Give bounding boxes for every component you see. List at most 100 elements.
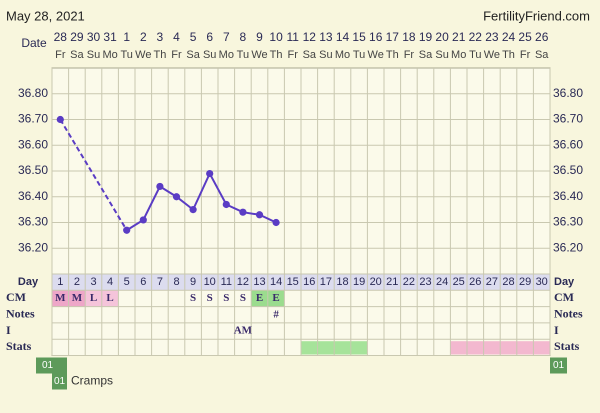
- cell-highlight: [101, 290, 119, 307]
- cell-highlight: [85, 290, 102, 307]
- temp-point: [56, 115, 64, 124]
- weekday: Su: [203, 49, 216, 61]
- cell-text: #: [273, 308, 279, 320]
- date-number: 21: [452, 30, 466, 44]
- day-number: 6: [140, 276, 146, 288]
- date-number: 6: [206, 30, 213, 44]
- symptom-marker-right: [550, 357, 567, 374]
- weekday: Th: [270, 49, 283, 61]
- day-number: 28: [502, 276, 514, 288]
- weekday: Su: [87, 49, 100, 61]
- date-number: 22: [469, 30, 483, 44]
- date-number: 26: [535, 30, 549, 44]
- cell-text: AM: [234, 325, 253, 337]
- day-number: 16: [303, 276, 315, 288]
- temp-point: [206, 169, 214, 178]
- day-number: 2: [74, 276, 80, 288]
- legend-code: 01: [54, 376, 66, 387]
- day-number: 1: [57, 276, 63, 288]
- day-number: 15: [287, 276, 299, 288]
- y-tick-label-right: 36.20: [553, 240, 583, 254]
- y-tick-label: 36.60: [18, 137, 48, 151]
- legend-box: [52, 373, 67, 390]
- row-label: Stats: [6, 339, 32, 353]
- day-number: 12: [237, 276, 249, 288]
- date-number: 1: [123, 30, 130, 44]
- chart-date: May 28, 2021: [6, 8, 85, 23]
- date-number: 23: [485, 30, 499, 44]
- cell-text: S: [207, 292, 213, 304]
- y-tick-label: 36.50: [18, 163, 48, 177]
- day-number: 3: [90, 276, 96, 288]
- day-number: 29: [519, 276, 531, 288]
- day-number: 9: [190, 276, 196, 288]
- temp-point: [239, 208, 247, 216]
- date-number: 7: [223, 30, 230, 44]
- y-tick-label: 36.30: [18, 215, 48, 229]
- weekday: Sa: [70, 49, 84, 61]
- gap-connector: [59, 118, 128, 231]
- date-number: 11: [286, 30, 299, 44]
- cell-text: M: [55, 292, 66, 304]
- weekday: Sa: [535, 49, 549, 61]
- weekday: Th: [386, 49, 399, 61]
- weekday: Sa: [419, 49, 433, 61]
- day-number: 11: [221, 276, 232, 288]
- date-number: 4: [173, 30, 180, 44]
- temp-point: [272, 218, 280, 227]
- temp-line: [126, 171, 277, 232]
- day-number: 25: [453, 276, 465, 288]
- cell-text: E: [256, 292, 263, 304]
- date-number: 28: [54, 30, 68, 44]
- legend-label: Cramps: [71, 374, 113, 388]
- y-tick-label-right: 36.70: [553, 112, 583, 126]
- date-number: 8: [240, 30, 247, 44]
- date-number: 13: [319, 30, 333, 44]
- cell-text: E: [272, 292, 279, 304]
- day-number: 17: [320, 276, 332, 288]
- cell-text: L: [90, 292, 97, 304]
- date-number: 12: [303, 30, 317, 44]
- cell-text: L: [106, 292, 113, 304]
- weekday: Fr: [404, 49, 415, 61]
- day-label: Day: [18, 276, 39, 288]
- site-name[interactable]: FertilityFriend.com: [483, 8, 590, 23]
- cell-text: S: [223, 292, 229, 304]
- date-number: 19: [419, 30, 433, 44]
- date-number: 10: [269, 30, 283, 44]
- row-label-right: I: [554, 323, 559, 337]
- day-number: 18: [336, 276, 348, 288]
- symptom-marker: [36, 357, 67, 374]
- weekday: Mo: [335, 49, 350, 61]
- y-tick-label-right: 36.30: [553, 215, 583, 229]
- symptom-code-right: 01: [553, 360, 565, 371]
- weekday: Tu: [469, 49, 481, 61]
- weekday: Sa: [303, 49, 317, 61]
- cell-highlight: [52, 290, 69, 307]
- cell-text: S: [190, 292, 196, 304]
- temp-point: [139, 216, 147, 224]
- row-label: Notes: [6, 307, 35, 321]
- date-number: 31: [103, 30, 117, 44]
- weekday: Fr: [171, 49, 182, 61]
- weekday: Tu: [120, 49, 132, 61]
- day-number: 30: [536, 276, 548, 288]
- date-number: 29: [70, 30, 84, 44]
- date-number: 9: [256, 30, 263, 44]
- day-number: 20: [370, 276, 382, 288]
- date-number: 30: [87, 30, 101, 44]
- y-tick-label: 36.80: [18, 86, 48, 100]
- y-tick-label-right: 36.40: [553, 189, 583, 203]
- cell-highlight: [251, 290, 268, 307]
- weekday: Mo: [102, 49, 117, 61]
- date-label: Date: [21, 36, 47, 50]
- weekday: Th: [502, 49, 515, 61]
- weekday: We: [251, 49, 267, 61]
- weekday: Fr: [520, 49, 531, 61]
- day-number: 5: [124, 276, 130, 288]
- y-tick-label: 36.40: [18, 189, 48, 203]
- day-label-right: Day: [554, 276, 575, 288]
- weekday: We: [368, 49, 384, 61]
- row-label: CM: [6, 290, 26, 304]
- date-number: 2: [140, 30, 147, 44]
